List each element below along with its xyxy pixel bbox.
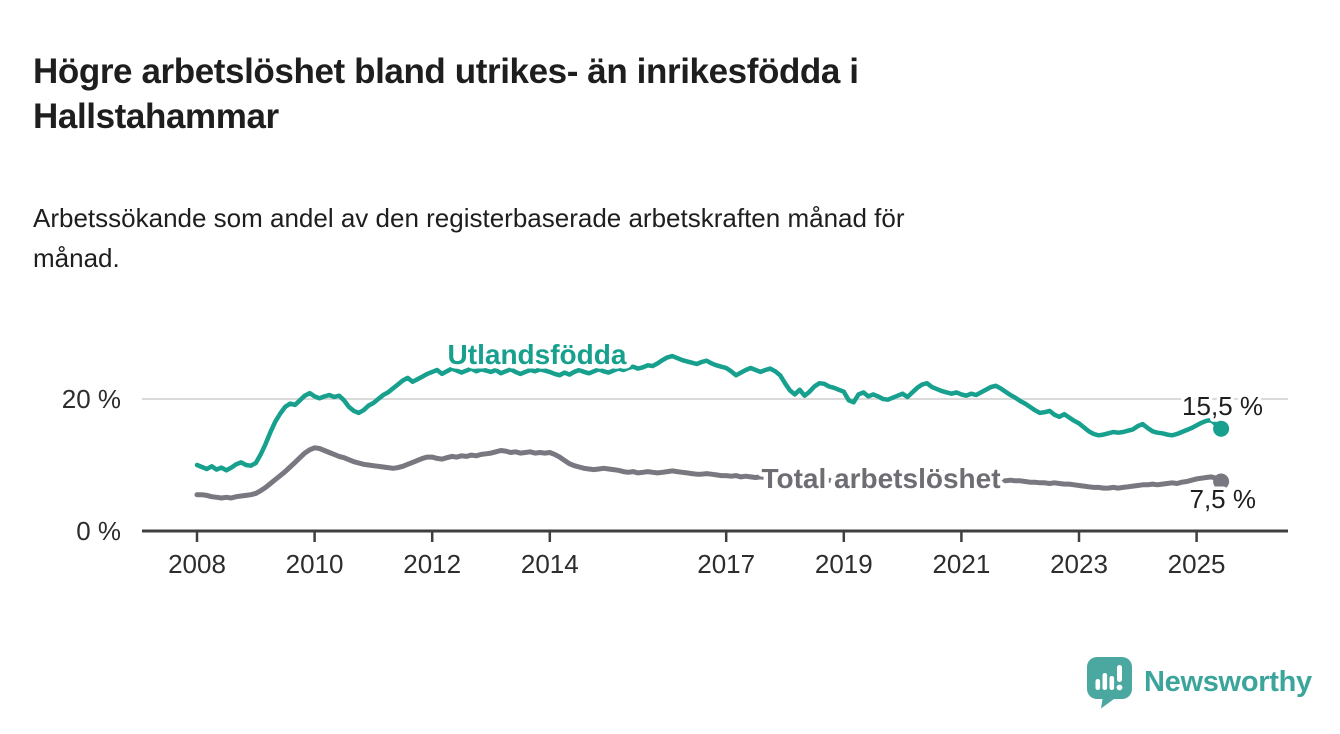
logo-exclamation-bar	[1117, 665, 1122, 682]
x-axis-label-2019: 2019	[815, 549, 873, 579]
logo-exclamation-dot	[1116, 684, 1123, 691]
y-axis-label-20: 20 %	[62, 384, 121, 414]
x-axis-label-2014: 2014	[521, 549, 579, 579]
x-axis-label-2021: 2021	[932, 549, 990, 579]
chart-subtitle: Arbetssökande som andel av den registerb…	[33, 203, 905, 273]
line-chart: 0 % 20 % 2008 2010 2012 2014 2017 2019 2021 2023 2…	[0, 290, 1340, 600]
x-axis-label-2023: 2023	[1050, 549, 1108, 579]
series-end-dot-utlandsfodda	[1213, 420, 1230, 437]
line-chart-svg: 0 % 20 % 2008 2010 2012 2014 2017 2019 2021 2023 2…	[62, 335, 1288, 579]
logo-bar-2	[1102, 673, 1108, 690]
chart-title: Högre arbetslöshet bland utrikes- än inr…	[33, 52, 859, 137]
x-axis-label-2008: 2008	[168, 549, 226, 579]
series-line-utlandsfodda	[194, 353, 1224, 473]
logo-bar-1	[1095, 679, 1101, 690]
logo-bar-3	[1109, 676, 1115, 690]
series-end-value-total-arbetsloshet: 7,5 %	[1190, 484, 1257, 514]
series-label-total-arbetsloshet: Total arbetslöshet	[761, 463, 1000, 494]
series-end-value-utlandsfodda: 15,5 %	[1182, 391, 1263, 421]
x-axis-label-2017: 2017	[697, 549, 755, 579]
x-axis-label-2010: 2010	[286, 549, 344, 579]
series-end-dot-total-arbetsloshet	[1213, 473, 1230, 490]
y-axis-label-0: 0 %	[76, 516, 121, 546]
x-axis-label-2012: 2012	[403, 549, 461, 579]
newsworthy-logo-icon	[1087, 657, 1132, 709]
series-line-total-arbetsloshet	[194, 445, 1224, 501]
brand-footer: Newsworthy	[1086, 656, 1312, 709]
series-label-utlandsfodda: Utlandsfödda	[448, 339, 627, 370]
brand-name: Newsworthy	[1144, 666, 1312, 698]
x-axis-label-2025: 2025	[1168, 549, 1226, 579]
